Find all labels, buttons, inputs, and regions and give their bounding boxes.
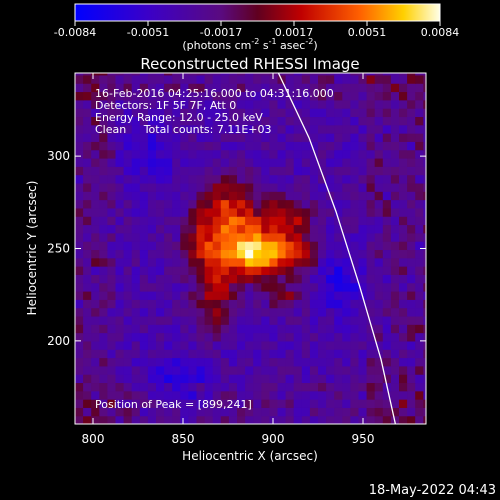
colorbar-tick-label: -0.0051 (127, 26, 169, 39)
info-detectors: Detectors: 1F 5F 7F, Att 0 (95, 99, 236, 112)
footer-date: 18-May-2022 04:43 (369, 483, 496, 498)
x-tick-label: 900 (262, 432, 285, 446)
y-tick-label: 250 (47, 242, 70, 256)
info-block: 16-Feb-2016 04:25:16.000 to 04:31:16.000… (95, 87, 334, 411)
colorbar-gradient (74, 3, 441, 22)
x-tick-label: 950 (352, 432, 375, 446)
colorbar-tick-label: 0.0051 (348, 26, 387, 39)
info-energy-range: Energy Range: 12.0 - 25.0 keV (95, 111, 263, 124)
colorbar-tick-label: 0.0017 (275, 26, 314, 39)
colorbar-tick-label: 0.0084 (421, 26, 460, 39)
y-axis-label: Heliocentric Y (arcsec) (25, 181, 39, 316)
peak-position-label: Position of Peak = [899,241] (95, 398, 252, 411)
info-clean-counts: Clean Total counts: 7.11E+03 (95, 123, 272, 136)
colorbar-tick-label: -0.0084 (54, 26, 96, 39)
colorbar: -0.0084 -0.0051 -0.0017 0.0017 0.0051 0.0084 … (54, 3, 460, 52)
x-tick-label: 850 (172, 432, 195, 446)
y-tick-label: 300 (47, 149, 70, 163)
solar-limb-curve (277, 73, 397, 424)
heatmap-image (75, 73, 426, 424)
x-axis-label: Heliocentric X (arcsec) (182, 449, 318, 463)
y-tick-label: 200 (47, 334, 70, 348)
chart-title: Reconstructed RHESSI Image (140, 55, 359, 73)
x-tick-label: 800 (82, 432, 105, 446)
colorbar-unit: (photons cm-2 s-1 asec-2) (182, 37, 317, 52)
info-time-range: 16-Feb-2016 04:25:16.000 to 04:31:16.000 (95, 87, 334, 100)
colorbar-tick-label: -0.0017 (200, 26, 242, 39)
